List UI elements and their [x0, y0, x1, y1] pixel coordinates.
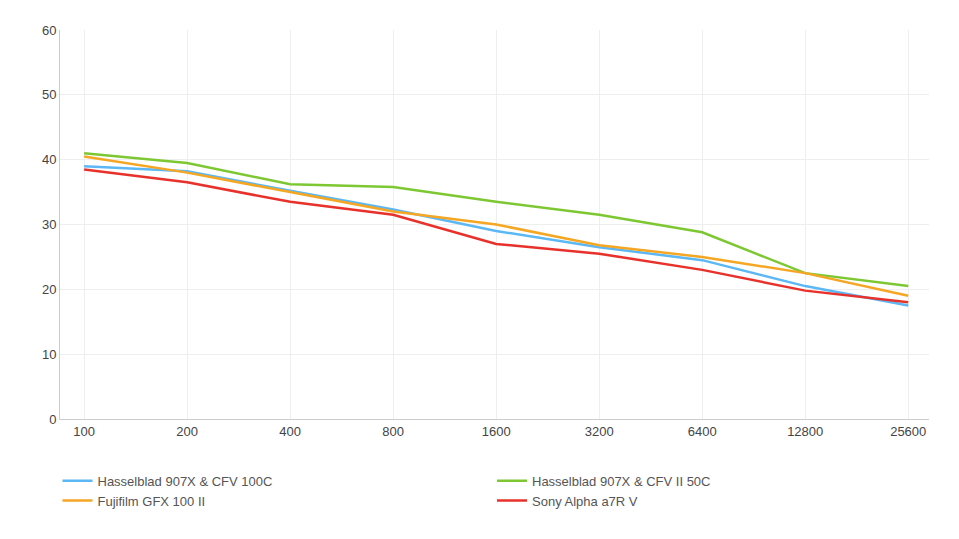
- svg-text:Hasselblad 907X & CFV 100C: Hasselblad 907X & CFV 100C: [98, 474, 273, 489]
- svg-text:Hasselblad 907X & CFV II 50C: Hasselblad 907X & CFV II 50C: [532, 474, 710, 489]
- svg-text:30: 30: [42, 217, 56, 232]
- svg-text:200: 200: [176, 424, 198, 439]
- svg-text:0: 0: [49, 412, 56, 427]
- svg-text:3200: 3200: [585, 424, 614, 439]
- svg-text:12800: 12800: [787, 424, 823, 439]
- svg-text:40: 40: [42, 152, 56, 167]
- svg-text:1600: 1600: [482, 424, 511, 439]
- svg-text:10: 10: [42, 347, 56, 362]
- svg-text:25600: 25600: [890, 424, 926, 439]
- svg-text:400: 400: [279, 424, 301, 439]
- svg-text:50: 50: [42, 87, 56, 102]
- svg-text:6400: 6400: [688, 424, 717, 439]
- svg-text:800: 800: [382, 424, 404, 439]
- svg-text:100: 100: [73, 424, 95, 439]
- svg-text:Fujifilm GFX 100 II: Fujifilm GFX 100 II: [98, 494, 206, 509]
- svg-text:Sony Alpha a7R V: Sony Alpha a7R V: [532, 494, 638, 509]
- svg-text:60: 60: [42, 23, 56, 38]
- svg-text:20: 20: [42, 282, 56, 297]
